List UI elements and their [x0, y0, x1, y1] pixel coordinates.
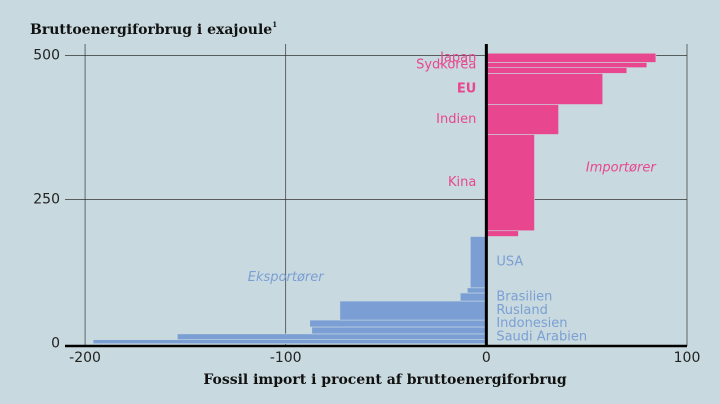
- bar-label: Brasilien: [496, 290, 552, 305]
- bar: [459, 292, 487, 302]
- x-tick-label: -200: [69, 350, 101, 366]
- y-tick-label: 250: [33, 192, 60, 208]
- y-tick-label: 0: [51, 336, 60, 352]
- annotation: Eksportører: [248, 270, 325, 285]
- bar-label: Indonesien: [496, 316, 567, 331]
- bar: [339, 300, 487, 321]
- y-tick-label: 500: [33, 48, 60, 64]
- annotation: Importører: [586, 160, 657, 175]
- bar: [466, 287, 487, 294]
- bar-label: EU: [457, 81, 476, 96]
- bar: [92, 339, 487, 344]
- title-note: 1: [272, 20, 277, 29]
- bar-label: Rusland: [496, 303, 548, 318]
- bar: [486, 67, 628, 74]
- bar-label: USA: [496, 255, 523, 270]
- x-axis-label: Fossil import i procent af bruttoenergif…: [203, 372, 567, 388]
- bar: [486, 104, 559, 135]
- bar-label: Sydkorea: [416, 58, 476, 73]
- title-text: Bruttoenergiforbrug i exajoule: [30, 22, 272, 38]
- bar-label: Indien: [436, 112, 476, 127]
- chart-title: Bruttoenergiforbrug i exajoule1: [30, 20, 277, 38]
- bar-label: Kina: [448, 175, 476, 190]
- x-tick-label: -100: [270, 350, 302, 366]
- bar-label: Saudi Arabien: [496, 329, 587, 344]
- bar: [470, 236, 487, 289]
- x-tick-label: 100: [674, 350, 701, 366]
- bar: [486, 134, 535, 232]
- x-tick-label: 0: [482, 350, 491, 366]
- bar: [486, 52, 657, 63]
- bar-label: Japan: [439, 50, 476, 65]
- bar: [177, 333, 487, 340]
- bar: [486, 230, 519, 237]
- bar: [311, 326, 487, 335]
- bar: [486, 62, 648, 68]
- bar: [486, 73, 604, 105]
- bar: [309, 319, 487, 328]
